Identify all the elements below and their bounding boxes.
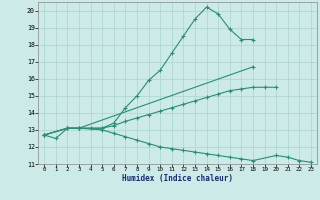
X-axis label: Humidex (Indice chaleur): Humidex (Indice chaleur) [122, 174, 233, 183]
